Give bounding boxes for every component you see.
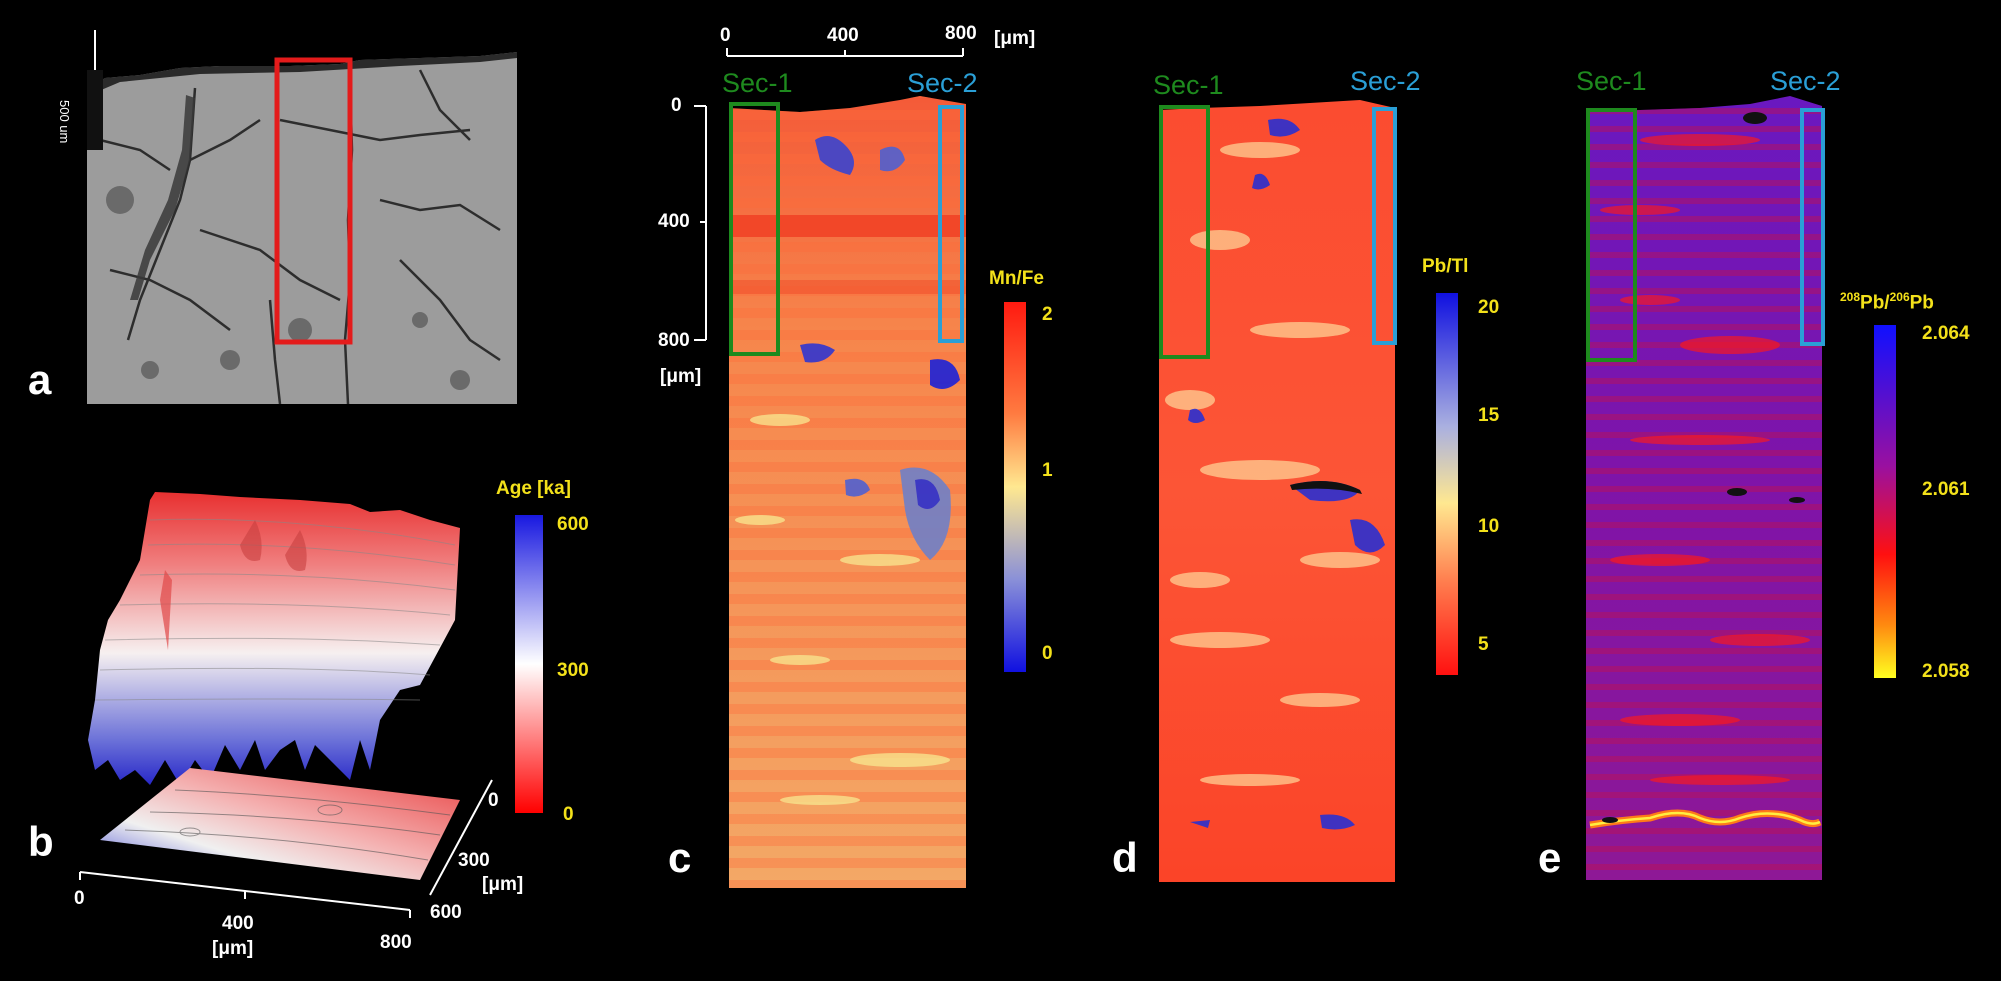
scale-top-unit: [μm] xyxy=(994,28,1036,49)
title-sup-206: 206 xyxy=(1889,290,1910,304)
age-tick-300: 300 xyxy=(557,660,589,681)
depth-tick-600: 600 xyxy=(430,902,462,923)
sec-1-label: Sec-1 xyxy=(722,68,793,98)
age-tick-600: 600 xyxy=(557,514,589,535)
mnfe-tick-1: 1 xyxy=(1042,460,1053,481)
sec-1-label: Sec-1 xyxy=(1576,66,1647,96)
pb-colorbar-title: 208Pb/206Pb xyxy=(1840,290,1934,314)
title-pb-1: Pb/ xyxy=(1860,292,1890,314)
pb-tick-2064: 2.064 xyxy=(1922,323,1970,344)
title-sup-208: 208 xyxy=(1840,290,1861,304)
depth-axis-unit: [μm] xyxy=(482,874,524,895)
panel-label-b: b xyxy=(28,818,54,865)
scale-left-unit: [μm] xyxy=(660,366,702,387)
scale-left-tick-800: 800 xyxy=(658,330,690,351)
scale-left-tick-0: 0 xyxy=(671,95,682,116)
scale-left-tick-400: 400 xyxy=(658,211,690,232)
scale-top-tick-800: 800 xyxy=(945,23,977,44)
pbtl-tick-10: 10 xyxy=(1478,516,1500,537)
pbtl-tick-15: 15 xyxy=(1478,405,1500,426)
sec-2-label: Sec-2 xyxy=(1770,66,1841,96)
pbtl-tick-5: 5 xyxy=(1478,634,1489,655)
pbtl-colorbar-title: Pb/Tl xyxy=(1422,256,1469,277)
scale-top-tick-400: 400 xyxy=(827,25,859,46)
sec-2-label: Sec-2 xyxy=(907,68,978,98)
panel-label-c: c xyxy=(668,834,692,881)
scale-top-tick-0: 0 xyxy=(720,25,731,46)
x-tick-800: 800 xyxy=(380,932,412,953)
mnfe-tick-0: 0 xyxy=(1042,643,1053,664)
panel-label-e: e xyxy=(1538,834,1562,881)
age-tick-0: 0 xyxy=(563,804,574,825)
depth-tick-300: 300 xyxy=(458,850,490,871)
depth-tick-0: 0 xyxy=(488,790,499,811)
pb-tick-2058: 2.058 xyxy=(1922,661,1970,682)
mnfe-colorbar-title: Mn/Fe xyxy=(989,268,1044,289)
title-pb-2: Pb xyxy=(1909,292,1934,314)
panel-label-d: d xyxy=(1112,834,1138,881)
x-tick-0: 0 xyxy=(74,888,85,909)
pbtl-tick-20: 20 xyxy=(1478,297,1500,318)
x-axis-unit: [μm] xyxy=(212,938,254,959)
panel-label-a: a xyxy=(28,356,52,403)
sec-1-label: Sec-1 xyxy=(1153,70,1224,100)
mnfe-tick-2: 2 xyxy=(1042,304,1053,325)
pb-tick-2061: 2.061 xyxy=(1922,479,1970,500)
x-tick-400: 400 xyxy=(222,913,254,934)
age-colorbar-title: Age [ka] xyxy=(496,478,571,499)
sec-2-label: Sec-2 xyxy=(1350,66,1421,96)
